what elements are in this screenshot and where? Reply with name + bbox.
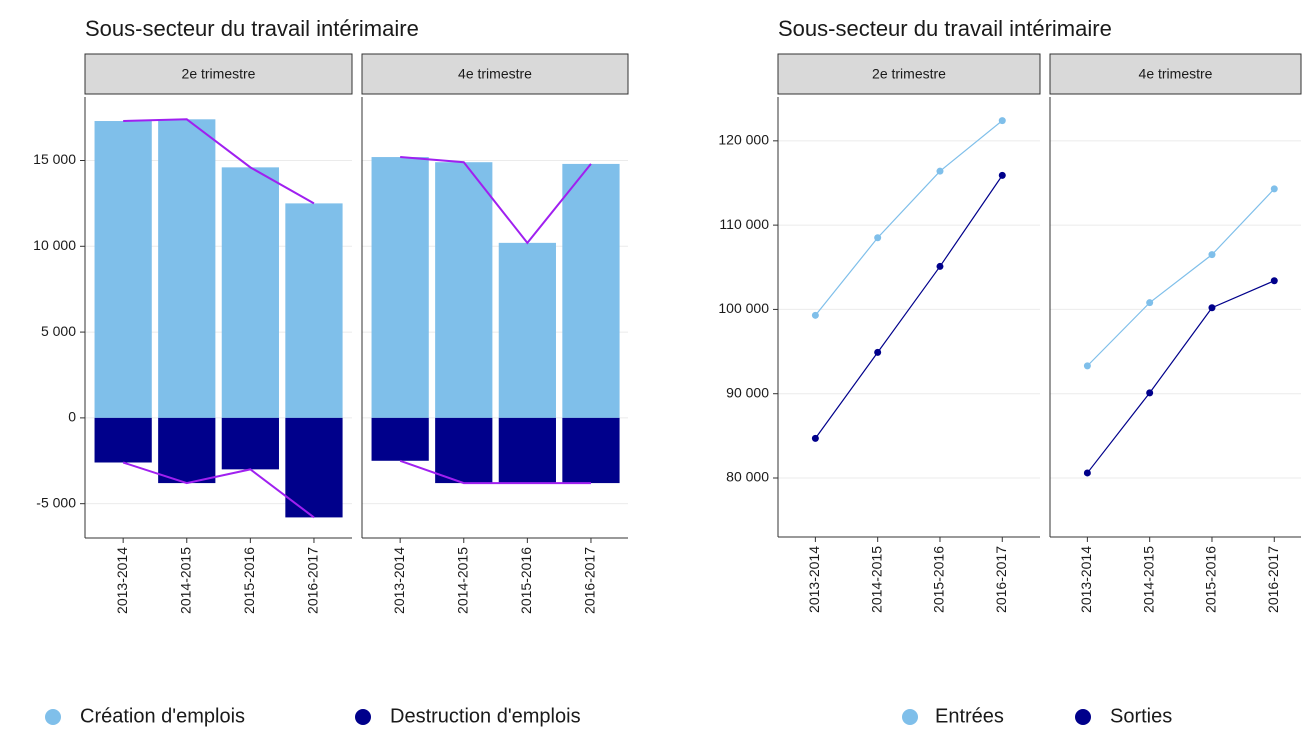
facet-strip [1049,53,1302,95]
bar [435,162,493,418]
y-tick-label: 5 000 [41,323,76,339]
x-tick-label: 2014-2015 [177,547,193,614]
bar [221,417,279,470]
y-tick-label: 80 000 [726,469,769,485]
x-tick-label: 2016-2017 [1265,546,1281,613]
x-tick-label: 2013-2014 [1078,546,1094,613]
y-tick-label: 110 000 [719,216,769,232]
bar [94,417,152,463]
facet-strip [361,53,629,95]
point [1083,469,1091,477]
x-tick-label: 2013-2014 [114,547,130,614]
point [998,171,1006,179]
x-tick-label: 2015-2016 [518,547,534,614]
chart-title: Sous-secteur du travail intérimaire [85,16,419,41]
chart-title: Sous-secteur du travail intérimaire [778,16,1112,41]
bar [371,157,429,418]
line [1086,188,1275,367]
x-tick-label: 2016-2017 [993,546,1009,613]
x-tick-label: 2016-2017 [582,547,598,614]
legend-label: Sorties [1110,705,1172,727]
bar [158,417,216,484]
trend-line [122,461,315,519]
point [1208,304,1216,312]
legend-marker [902,709,918,725]
trend-line [399,459,591,485]
bar [498,417,556,484]
bar [221,167,279,418]
y-tick-label: -5 000 [36,494,76,510]
bar [562,163,620,418]
bar [435,417,493,484]
trend-line [123,118,315,205]
point [811,311,819,319]
line [814,120,1003,316]
legend-label: Destruction d'emplois [390,705,581,727]
point [1270,277,1278,285]
point [1146,389,1154,397]
x-tick-label: 2015-2016 [1203,546,1219,613]
y-tick-label: 100 000 [718,300,769,316]
bar [158,119,216,418]
x-tick-label: 2016-2017 [305,547,321,614]
bar [285,417,343,518]
x-tick-label: 2013-2014 [806,546,822,613]
x-tick-label: 2015-2016 [931,546,947,613]
point [1083,362,1091,370]
x-tick-label: 2014-2015 [454,547,470,614]
point [1208,251,1216,259]
line [814,175,1003,439]
x-tick-label: 2013-2014 [391,547,407,614]
legend-marker [355,709,371,725]
y-tick-label: 15 000 [33,151,76,167]
point [874,234,882,242]
point [811,434,819,442]
point [998,117,1006,125]
y-tick-label: 90 000 [726,384,769,400]
y-tick-label: 0 [68,409,76,425]
bar [371,417,429,461]
facet-strip [777,53,1041,95]
trend-line [400,156,592,245]
facet-label: 2e trimestre [872,66,946,82]
legend-marker [45,709,61,725]
x-tick-label: 2014-2015 [868,546,884,613]
point [1146,299,1154,307]
point [874,348,882,356]
x-tick-label: 2014-2015 [1140,546,1156,613]
legend-label: Création d'emplois [80,705,245,727]
facet-strip [84,53,353,95]
x-tick-label: 2015-2016 [241,547,257,614]
legend-marker [1075,709,1091,725]
y-tick-label: 120 000 [718,132,769,148]
point [1270,185,1278,193]
point [936,262,944,270]
line [1086,280,1275,474]
y-tick-label: 10 000 [33,237,76,253]
legend-label: Entrées [935,705,1004,727]
bar [562,417,620,484]
point [936,167,944,175]
facet-label: 4e trimestre [1139,66,1213,82]
bar [285,203,343,418]
facet-label: 2e trimestre [182,66,256,82]
bar [498,242,556,418]
bar [94,121,152,418]
facet-label: 4e trimestre [458,66,532,82]
